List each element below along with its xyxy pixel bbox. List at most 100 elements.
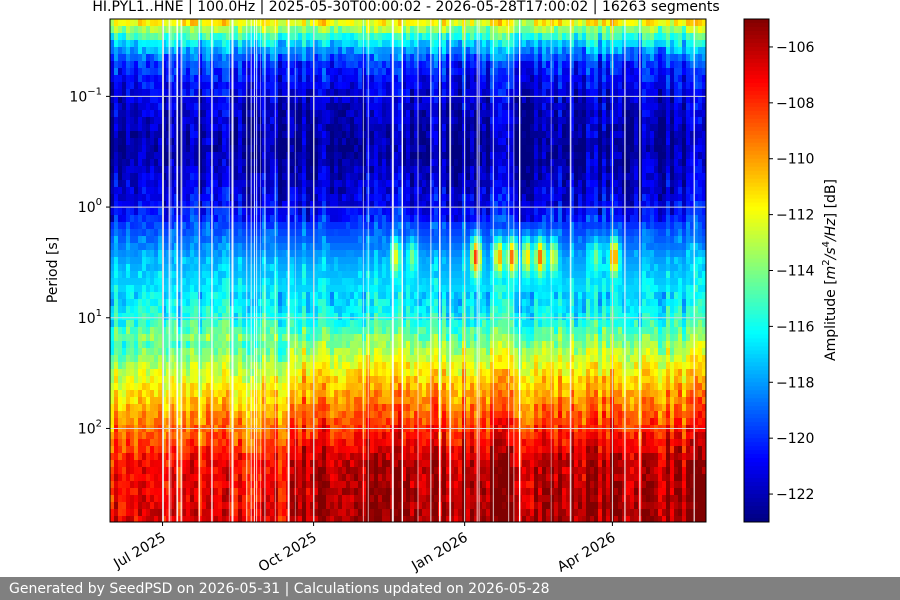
heatmap-cell	[334, 250, 339, 258]
heatmap-cell	[694, 194, 699, 202]
heatmap-cell	[146, 68, 151, 76]
heatmap-cell	[662, 243, 667, 251]
heatmap-cell	[386, 187, 391, 195]
heatmap-cell	[546, 103, 551, 111]
heatmap-cell	[298, 180, 303, 188]
heatmap-cell	[174, 194, 179, 202]
heatmap-cell	[686, 166, 691, 174]
heatmap-cell	[510, 201, 515, 209]
heatmap-cell	[530, 187, 535, 195]
heatmap-cell	[290, 187, 295, 195]
heatmap-cell	[302, 26, 307, 34]
heatmap-cell	[154, 82, 159, 90]
heatmap-cell	[666, 75, 671, 83]
heatmap-cell	[110, 243, 115, 251]
heatmap-cell	[406, 33, 411, 41]
heatmap-cell	[222, 138, 227, 146]
heatmap-cell	[494, 117, 499, 125]
heatmap-cell	[118, 215, 123, 223]
heatmap-cell	[206, 47, 211, 55]
heatmap-cell	[422, 236, 427, 244]
heatmap-cell	[502, 61, 507, 69]
heatmap-cell	[386, 201, 391, 209]
heatmap-cell	[218, 159, 223, 167]
heatmap-cell	[682, 40, 687, 48]
heatmap-cell	[362, 82, 367, 90]
heatmap-cell	[110, 124, 115, 132]
heatmap-cell	[270, 159, 275, 167]
heatmap-cell	[178, 124, 183, 132]
heatmap-cell	[166, 82, 171, 90]
heatmap-cell	[234, 96, 239, 104]
heatmap-cell	[546, 68, 551, 76]
heatmap-cell	[678, 159, 683, 167]
heatmap-cell	[494, 194, 499, 202]
heatmap-cell	[186, 152, 191, 160]
heatmap-cell	[666, 159, 671, 167]
heatmap-cell	[150, 124, 155, 132]
heatmap-cell	[206, 19, 211, 27]
heatmap-cell	[602, 103, 607, 111]
heatmap-cell	[422, 19, 427, 27]
heatmap-cell	[682, 124, 687, 132]
heatmap-cell	[482, 131, 487, 139]
heatmap-cell	[182, 40, 187, 48]
heatmap-cell	[566, 145, 571, 153]
heatmap-cell	[206, 68, 211, 76]
heatmap-cell	[302, 222, 307, 230]
heatmap-cell	[214, 124, 219, 132]
heatmap-cell	[666, 173, 671, 181]
heatmap-cell	[450, 152, 455, 160]
heatmap-cell	[178, 243, 183, 251]
heatmap-cell	[622, 131, 627, 139]
heatmap-cell	[478, 26, 483, 34]
heatmap-cell	[114, 194, 119, 202]
heatmap-cell	[378, 138, 383, 146]
heatmap-cell	[686, 96, 691, 104]
heatmap-cell	[238, 145, 243, 153]
heatmap-cell	[130, 250, 135, 258]
heatmap-cell	[686, 173, 691, 181]
heatmap-cell	[222, 166, 227, 174]
heatmap-cell	[682, 117, 687, 125]
heatmap-cell	[138, 33, 143, 41]
heatmap-cell	[226, 152, 231, 160]
heatmap-cell	[470, 138, 475, 146]
heatmap-cell	[310, 19, 315, 27]
heatmap-cell	[434, 208, 439, 216]
heatmap-cell	[158, 145, 163, 153]
heatmap-cell	[342, 180, 347, 188]
heatmap-cell	[626, 89, 631, 97]
heatmap-cell	[594, 19, 599, 27]
heatmap-cell	[202, 89, 207, 97]
heatmap-cell	[570, 117, 575, 125]
heatmap-cell	[314, 26, 319, 34]
heatmap-cell	[178, 201, 183, 209]
heatmap-cell	[582, 145, 587, 153]
heatmap-cell	[598, 215, 603, 223]
heatmap-cell	[202, 250, 207, 258]
heatmap-cell	[626, 187, 631, 195]
heatmap-cell	[274, 138, 279, 146]
heatmap-cell	[522, 187, 527, 195]
heatmap-cell	[182, 187, 187, 195]
heatmap-cell	[178, 89, 183, 97]
heatmap-cell	[634, 201, 639, 209]
heatmap-cell	[154, 75, 159, 83]
heatmap-cell	[138, 110, 143, 118]
heatmap-cell	[362, 75, 367, 83]
heatmap-cell	[658, 152, 663, 160]
heatmap-cell	[242, 159, 247, 167]
heatmap-cell	[542, 47, 547, 55]
heatmap-cell	[674, 68, 679, 76]
heatmap-cell	[570, 103, 575, 111]
heatmap-cell	[274, 208, 279, 216]
heatmap-cell	[478, 54, 483, 62]
heatmap-cell	[290, 222, 295, 230]
heatmap-cell	[178, 138, 183, 146]
heatmap-cell	[374, 96, 379, 104]
heatmap-cell	[698, 194, 703, 202]
heatmap-cell	[650, 96, 655, 104]
heatmap-cell	[342, 138, 347, 146]
heatmap-cell	[666, 180, 671, 188]
